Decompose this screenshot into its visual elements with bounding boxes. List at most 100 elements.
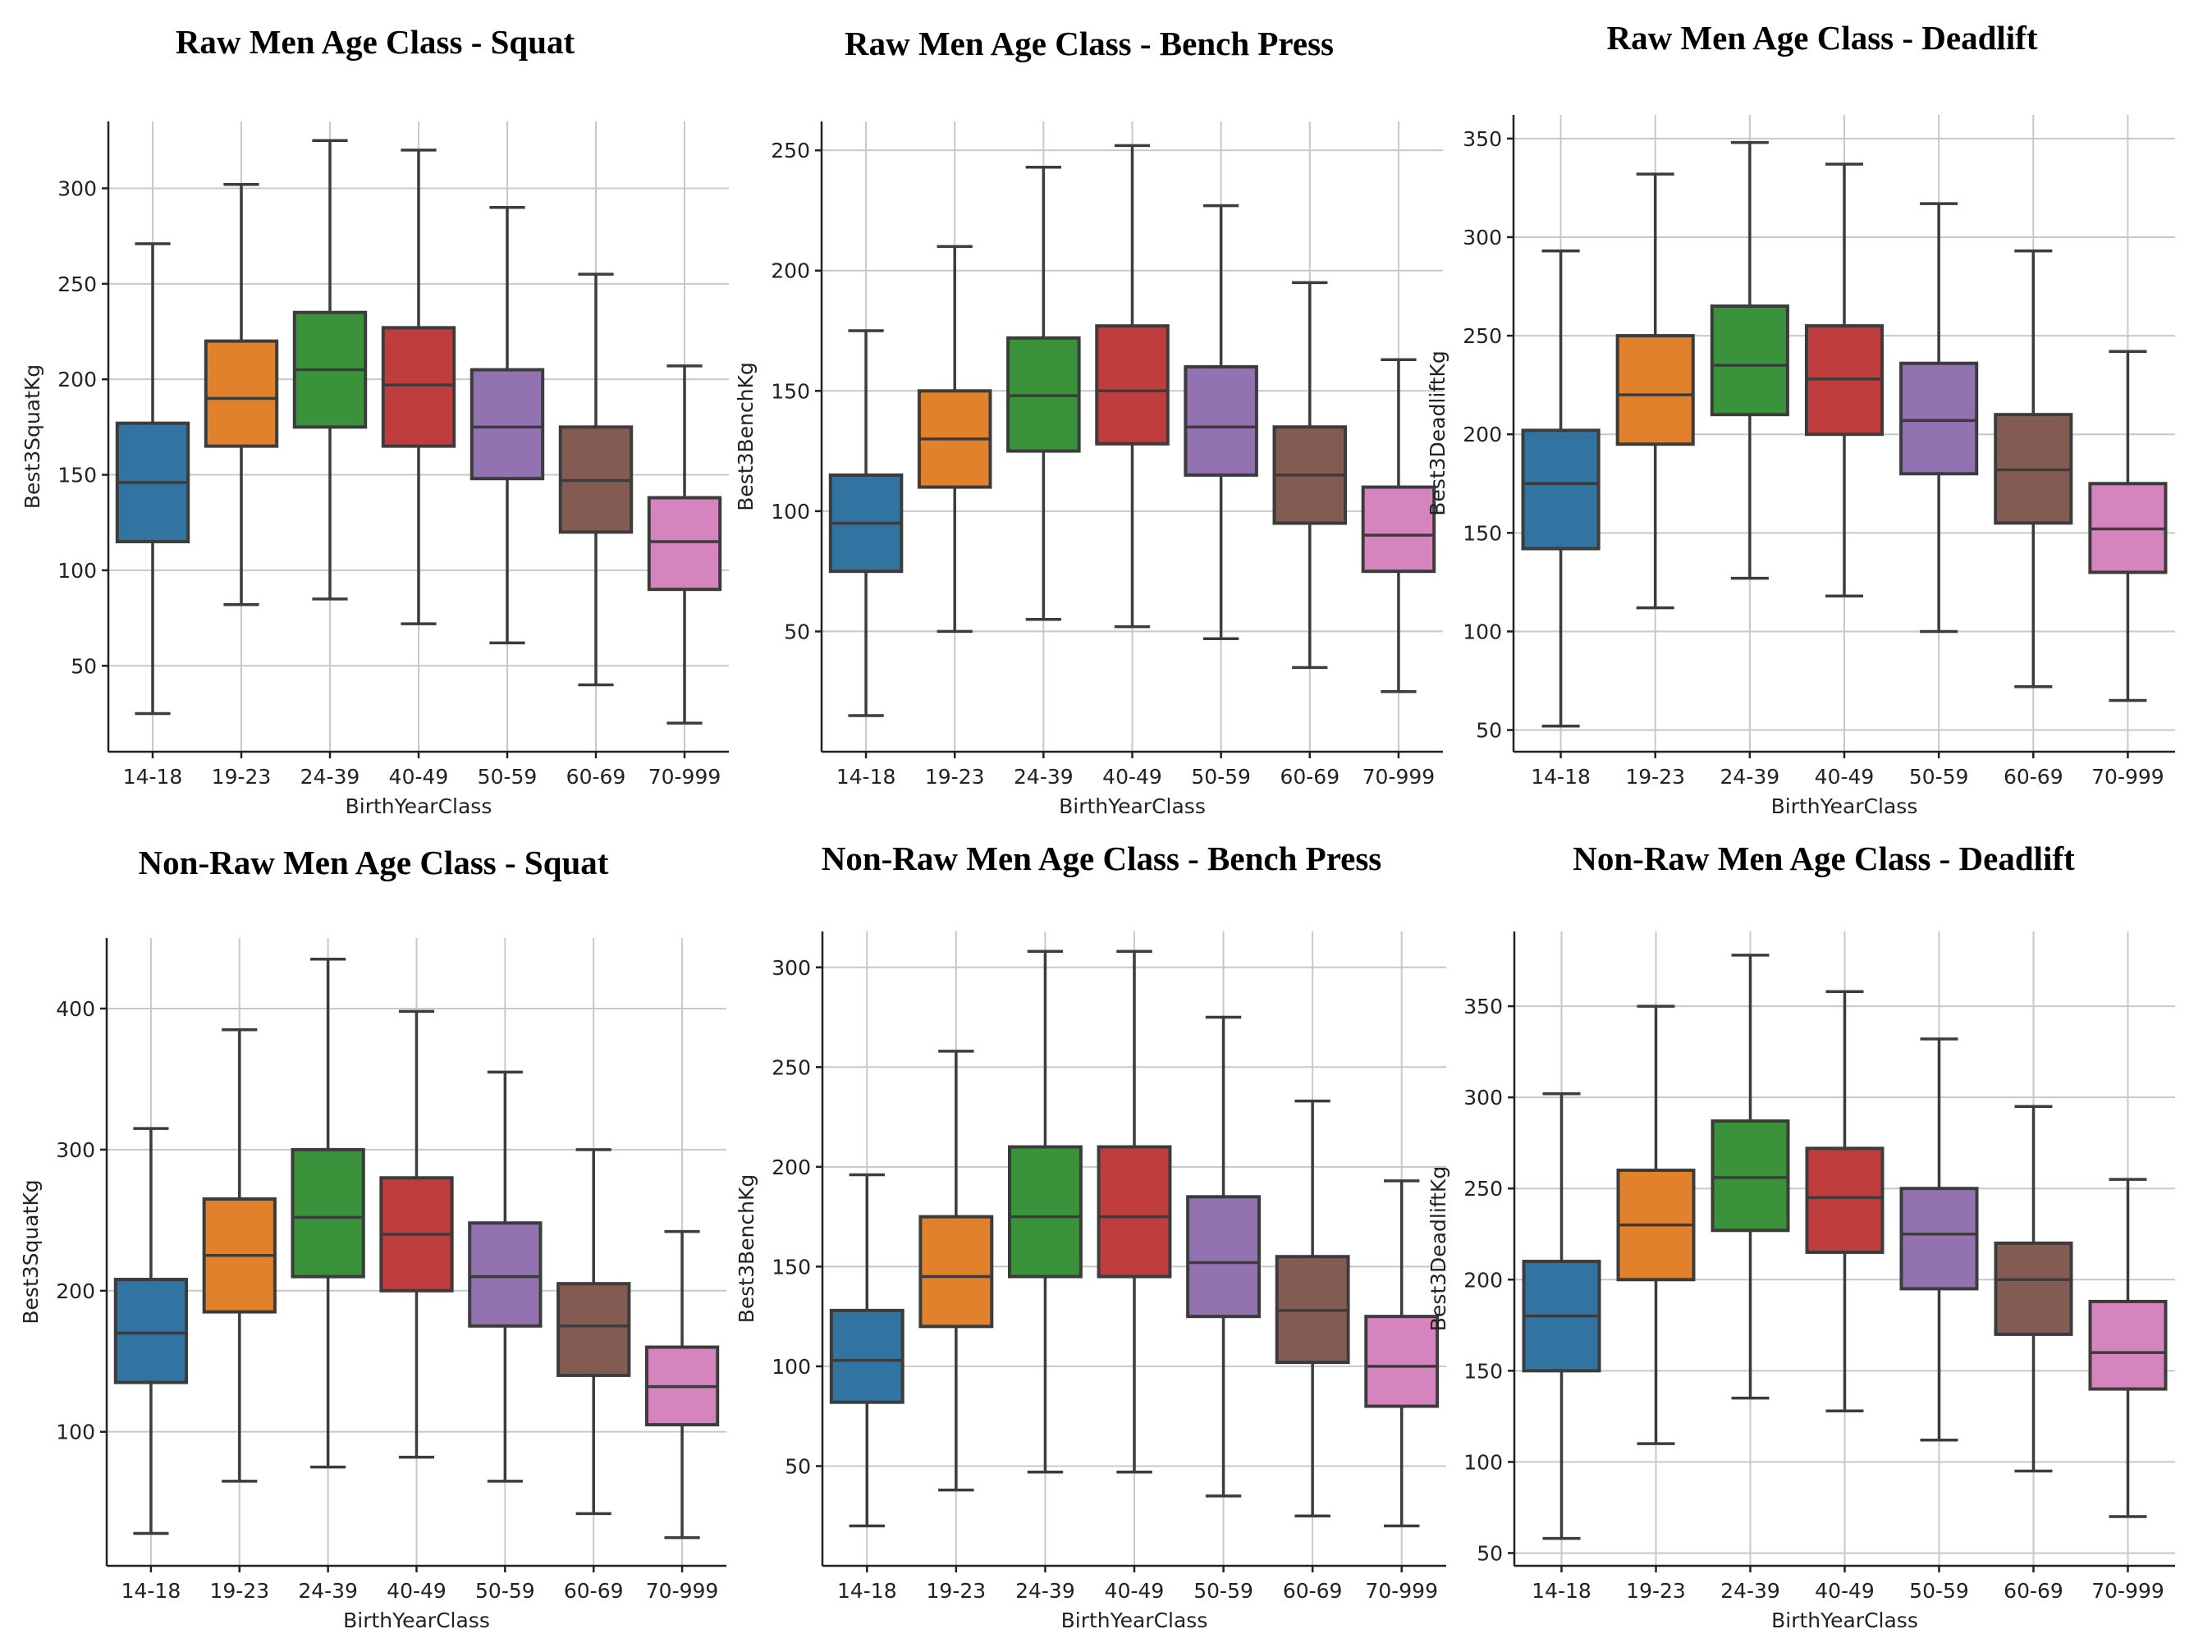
iqr-box [1805,1146,1885,1254]
box-70-999 [644,1229,720,1540]
x-axis-label: BirthYearClass [1771,794,1918,818]
y-tick-label: 350 [1463,995,1503,1018]
box-40-49 [1097,950,1172,1474]
x-tick-label: 19-23 [209,1579,269,1603]
x-tick-label: 14-18 [121,1579,181,1603]
x-tick-label: 24-39 [1720,1579,1780,1603]
x-tick-label: 24-39 [298,1579,358,1603]
y-tick-label: 100 [772,1355,811,1379]
iqr-box [469,368,545,481]
y-axis-label: Best3BenchKg [734,362,758,511]
x-tick-label: 24-39 [1015,1579,1075,1603]
iqr-box [918,1215,994,1329]
y-tick-label: 200 [1463,1268,1503,1292]
box-24-39 [1710,140,1789,580]
chart-title: Raw Men Age Class - Bench Press [845,25,1334,62]
y-tick-label: 150 [1463,1359,1503,1383]
box-60-69 [1272,281,1348,670]
x-tick-label: 40-49 [1105,1579,1165,1603]
box-60-69 [1275,1099,1350,1517]
box-40-49 [381,149,456,625]
y-tick-label: 250 [57,272,97,296]
box-70-999 [2088,350,2168,702]
x-tick-label: 14-18 [1531,765,1591,789]
y-tick-label: 50 [1476,719,1502,743]
y-tick-label: 200 [1463,423,1502,446]
x-tick-label: 70-999 [646,1579,719,1603]
y-tick-label: 50 [784,620,810,643]
x-axis-label: BirthYearClass [1771,1609,1918,1632]
x-tick-label: 50-59 [475,1579,535,1603]
chart-title: Raw Men Age Class - Squat [176,23,575,61]
box-24-39 [291,958,365,1469]
iqr-box [1899,361,1979,476]
box-40-49 [1095,144,1170,629]
box-14-18 [113,1127,189,1535]
iqr-box [1184,364,1258,477]
chart-panel-nonraw-squat: Non-Raw Men Age Class - Squat 100 200 300 4… [19,844,726,1632]
y-tick-label: 150 [57,464,97,487]
y-tick-label: 250 [1463,324,1502,348]
y-tick-label: 100 [771,500,810,524]
box-40-49 [1805,990,1885,1412]
y-tick-label: 300 [1463,1086,1503,1110]
box-19-23 [202,1027,277,1483]
x-tick-label: 24-39 [1720,765,1780,789]
x-tick-label: 60-69 [564,1579,624,1603]
box-70-999 [1361,358,1436,693]
x-tick-label: 19-23 [927,1579,987,1603]
box-19-23 [1616,1004,1696,1445]
iqr-box [1521,428,1601,551]
x-tick-label: 60-69 [2004,765,2063,789]
x-tick-label: 70-999 [1362,765,1436,789]
iqr-box [204,339,279,448]
box-50-59 [469,205,545,645]
iqr-box [1097,1145,1172,1279]
y-tick-label: 250 [771,139,810,162]
x-axis-label: BirthYearClass [343,1609,490,1632]
x-tick-label: 60-69 [566,765,626,789]
x-tick-label: 14-18 [836,765,896,789]
iqr-box [468,1221,543,1328]
iqr-box [113,1278,189,1384]
x-axis-label: BirthYearClass [1059,794,1206,818]
y-tick-label: 400 [56,997,95,1021]
x-tick-label: 70-999 [1365,1579,1438,1603]
chart-title: Non-Raw Men Age Class - Bench Press [822,840,1382,877]
iqr-box [1711,1119,1790,1233]
iqr-box [1095,324,1170,446]
x-tick-label: 19-23 [1626,1579,1686,1603]
x-tick-label: 19-23 [925,765,985,789]
x-tick-label: 40-49 [1815,765,1875,789]
box-19-23 [918,1050,994,1492]
box-19-23 [917,245,992,634]
y-tick-label: 200 [771,259,810,283]
x-tick-label: 60-69 [1283,1579,1343,1603]
box-70-999 [2088,1178,2168,1518]
iqr-box [556,1282,631,1377]
y-axis-label: Best3SquatKg [21,364,44,509]
y-tick-label: 300 [772,956,811,980]
box-24-39 [1006,165,1081,621]
x-tick-label: 50-59 [1191,765,1251,789]
y-tick-label: 50 [71,654,97,678]
y-tick-label: 200 [56,1279,95,1303]
y-tick-label: 100 [56,1421,95,1444]
chart-title: Non-Raw Men Age Class - Squat [139,844,609,881]
box-50-59 [1184,204,1258,640]
x-tick-label: 19-23 [1625,765,1685,789]
y-tick-label: 150 [772,1255,811,1279]
y-tick-label: 100 [1463,620,1502,643]
chart-panel-raw-bench: Raw Men Age Class - Bench Press 50 100 150… [734,25,1443,818]
chart-title: Non-Raw Men Age Class - Deadlift [1573,840,2075,877]
box-70-999 [1364,1179,1440,1528]
x-tick-label: 14-18 [1532,1579,1591,1603]
box-24-39 [1711,954,1790,1400]
y-tick-label: 350 [1463,127,1502,151]
y-tick-label: 200 [57,368,97,391]
x-tick-label: 50-59 [1909,765,1969,789]
x-tick-label: 50-59 [1909,1579,1969,1603]
iqr-box [647,496,722,592]
y-axis-label: Best3BenchKg [735,1174,758,1324]
x-tick-label: 14-18 [837,1579,897,1603]
